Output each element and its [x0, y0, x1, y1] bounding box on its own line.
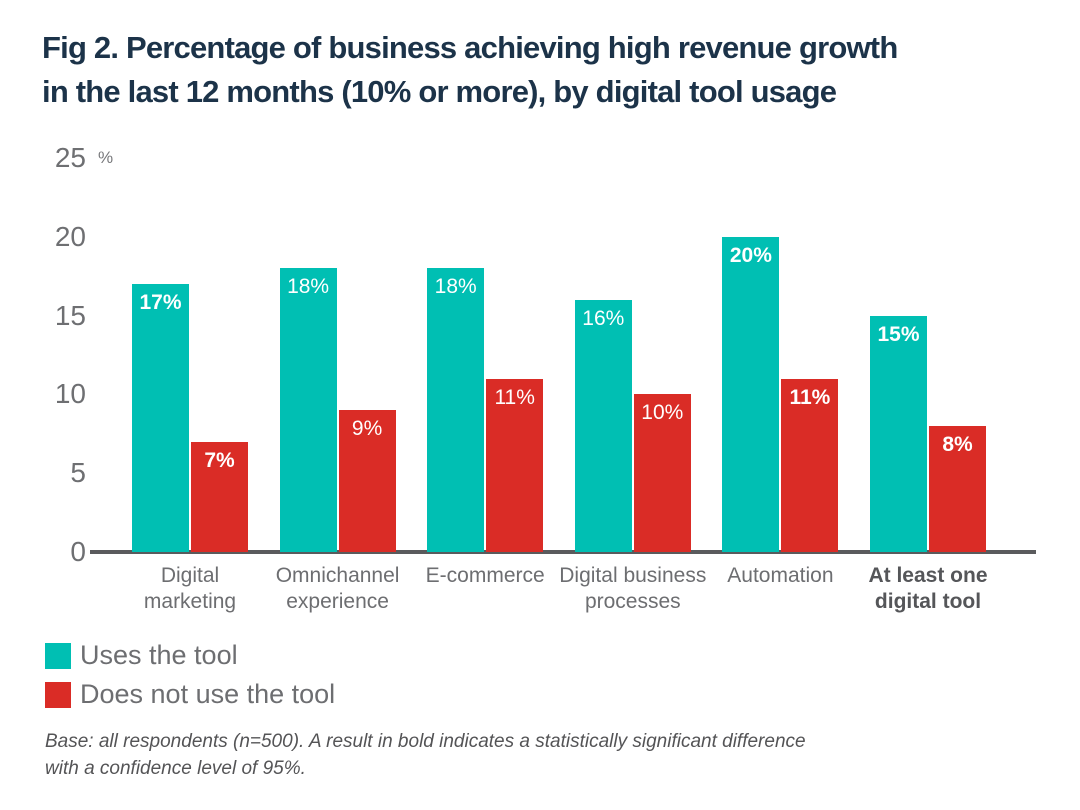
bar: 11%: [486, 378, 544, 552]
bar-group: 20% 11%: [722, 236, 839, 552]
x-axis-category-label: Omnichannel experience: [275, 564, 400, 613]
bar-value-label: 18%: [287, 275, 330, 299]
bar: 18%: [427, 268, 485, 552]
bar: 15%: [870, 315, 927, 552]
chart-title: Fig 2. Percentage of business achieving …: [42, 30, 898, 109]
bar: 7%: [191, 441, 248, 552]
legend-label-does-not-use-the-tool: Does not use the tool: [80, 679, 336, 709]
bar-value-label: 18%: [434, 275, 477, 299]
legend-swatch-does-not-use-the-tool: [45, 681, 71, 708]
bar-value-label: 10%: [641, 401, 684, 425]
bar: 9%: [338, 410, 396, 552]
y-tick-label: 5: [70, 457, 86, 489]
x-axis-category-label: Digital marketing: [143, 564, 237, 613]
legend-item-uses-the-tool: Uses the tool: [45, 640, 335, 671]
bar: 16%: [574, 299, 632, 552]
bar: 11%: [781, 378, 839, 552]
bar-group: 16% 10%: [574, 299, 691, 552]
bar-group: 18% 11%: [427, 268, 544, 552]
bar-group: 17% 7%: [132, 284, 248, 552]
x-axis-line: [90, 550, 1036, 554]
bar: 17%: [132, 284, 189, 552]
bar-value-label: 20%: [729, 243, 772, 267]
legend-swatch-uses-the-tool: [45, 642, 71, 669]
bar-group: 18% 9%: [279, 268, 396, 552]
y-tick-label: 20: [54, 220, 86, 252]
y-tick-label: 25: [54, 142, 86, 173]
bar-value-label: 11%: [789, 385, 831, 409]
y-axis-unit-label: %: [98, 148, 114, 167]
bar: 8%: [929, 425, 986, 552]
footnote: Base: all respondents (n=500). A result …: [45, 731, 806, 779]
bar: 10%: [633, 394, 691, 552]
x-axis-category-label: Automation: [727, 564, 834, 587]
y-tick-label: 0: [70, 536, 86, 567]
bar-value-label: 16%: [582, 306, 625, 330]
bar-value-label: 8%: [942, 432, 973, 456]
y-tick-label: 10: [54, 378, 86, 410]
bar-value-label: 11%: [494, 385, 535, 409]
bar-group: 15% 8%: [870, 315, 986, 552]
bar-value-label: 15%: [877, 322, 920, 346]
legend: Uses the tool Does not use the tool: [45, 640, 335, 718]
legend-label-uses-the-tool: Uses the tool: [80, 640, 238, 670]
bar-value-label: 17%: [139, 291, 182, 315]
x-axis-category-label: Digital business processes: [559, 564, 707, 613]
x-axis-category-label: At least one digital tool: [868, 564, 988, 613]
x-axis-category-label: E-commerce: [425, 564, 545, 587]
plot-area: 17% 7% 18% 9% 18% 11% 16% 10% 20% 11% 15% 8%: [90, 158, 1036, 554]
bar-value-label: 7%: [204, 448, 235, 472]
y-tick-label: 15: [54, 299, 86, 331]
bar-value-label: 9%: [351, 417, 383, 441]
legend-item-does-not-use-the-tool: Does not use the tool: [45, 679, 335, 710]
bar: 18%: [279, 268, 337, 552]
bar: 20%: [722, 236, 780, 552]
